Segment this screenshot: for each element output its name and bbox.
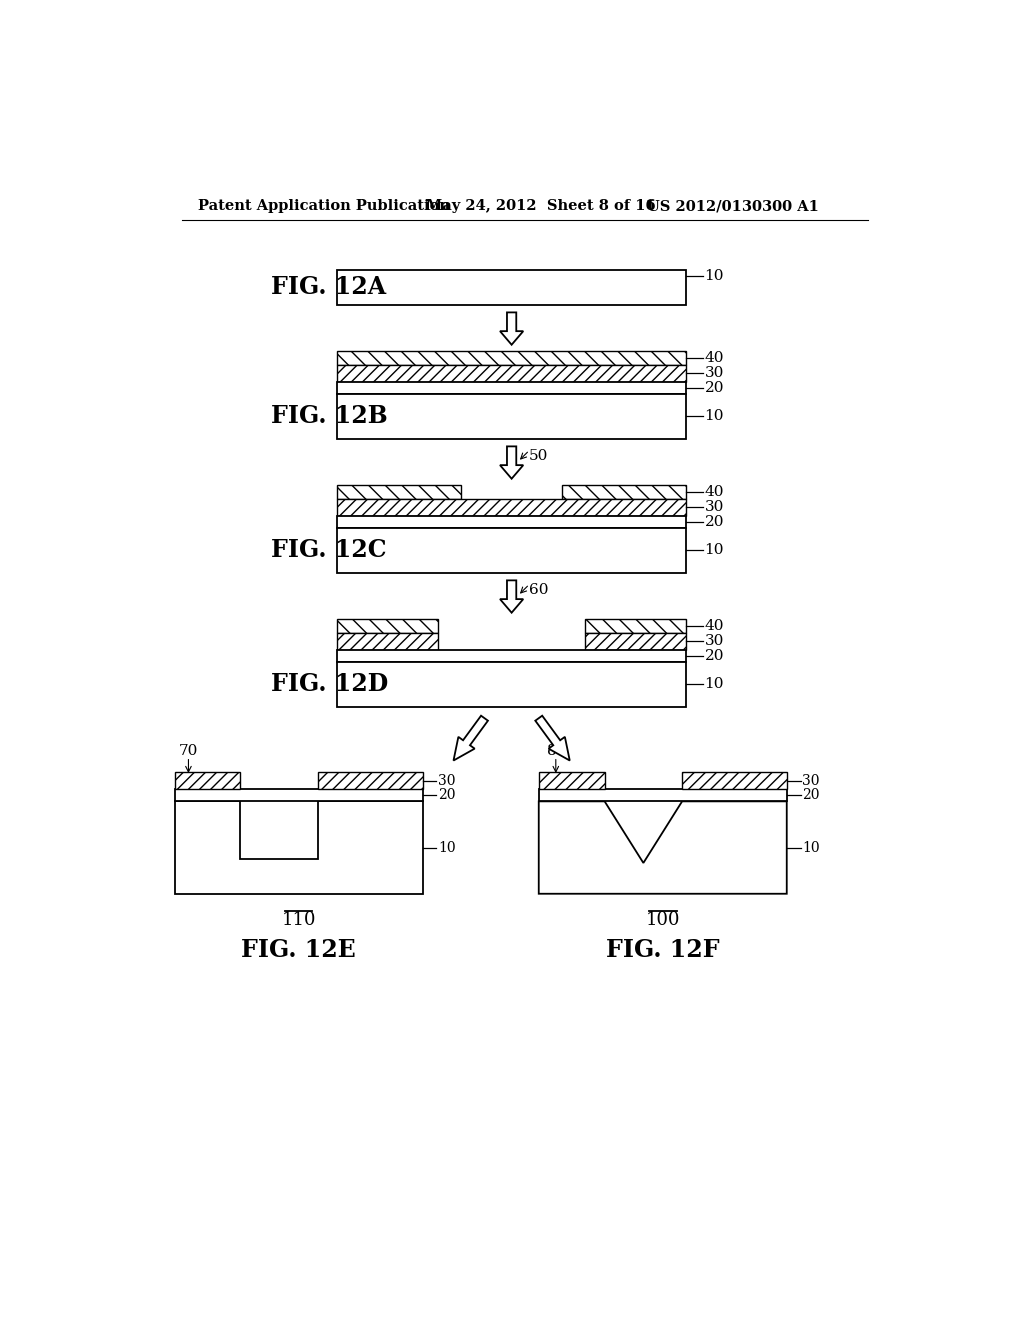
Text: 20: 20 bbox=[802, 788, 820, 803]
Text: 60: 60 bbox=[528, 583, 548, 598]
Bar bbox=[682, 772, 786, 789]
Text: Patent Application Publication: Patent Application Publication bbox=[198, 199, 450, 213]
Text: 20: 20 bbox=[705, 381, 724, 395]
Bar bbox=[539, 772, 604, 789]
Bar bbox=[337, 484, 461, 499]
Text: 100: 100 bbox=[645, 911, 680, 929]
Text: FIG. 12B: FIG. 12B bbox=[271, 404, 388, 429]
Text: 10: 10 bbox=[802, 841, 820, 854]
Bar bbox=[337, 619, 438, 632]
Polygon shape bbox=[174, 801, 423, 894]
Bar bbox=[337, 271, 686, 305]
Polygon shape bbox=[500, 313, 523, 345]
Bar bbox=[337, 528, 686, 573]
Text: 110: 110 bbox=[282, 911, 315, 929]
Text: FIG. 12A: FIG. 12A bbox=[271, 276, 386, 300]
Text: 30: 30 bbox=[438, 774, 456, 788]
Bar bbox=[337, 381, 686, 395]
Bar bbox=[539, 789, 786, 801]
Text: 40: 40 bbox=[705, 484, 724, 499]
Polygon shape bbox=[500, 581, 523, 612]
Bar bbox=[317, 772, 423, 789]
Polygon shape bbox=[539, 801, 786, 894]
Text: 20: 20 bbox=[438, 788, 456, 803]
Text: May 24, 2012  Sheet 8 of 16: May 24, 2012 Sheet 8 of 16 bbox=[426, 199, 656, 213]
Text: 30: 30 bbox=[705, 634, 724, 648]
Bar bbox=[337, 632, 438, 649]
Bar bbox=[337, 364, 686, 381]
Text: 70: 70 bbox=[178, 743, 198, 758]
Bar bbox=[337, 663, 686, 706]
Text: 10: 10 bbox=[705, 409, 724, 424]
Text: 10: 10 bbox=[705, 269, 724, 284]
Bar bbox=[586, 632, 686, 649]
Bar bbox=[562, 484, 686, 499]
Text: 40: 40 bbox=[705, 351, 724, 364]
Text: 40: 40 bbox=[705, 619, 724, 632]
Polygon shape bbox=[454, 715, 488, 760]
Bar bbox=[337, 649, 686, 663]
Text: 30: 30 bbox=[705, 500, 724, 515]
Text: 50: 50 bbox=[528, 449, 548, 463]
Text: 10: 10 bbox=[438, 841, 456, 854]
Text: FIG. 12F: FIG. 12F bbox=[606, 939, 720, 962]
Polygon shape bbox=[536, 715, 569, 760]
Text: FIG. 12C: FIG. 12C bbox=[271, 539, 387, 562]
Bar bbox=[174, 789, 423, 801]
Bar bbox=[337, 499, 686, 516]
Bar bbox=[174, 772, 241, 789]
Bar bbox=[337, 516, 686, 528]
Bar bbox=[337, 395, 686, 438]
Text: FIG. 12E: FIG. 12E bbox=[241, 939, 356, 962]
Text: 30: 30 bbox=[802, 774, 820, 788]
Polygon shape bbox=[500, 446, 523, 479]
Text: 30: 30 bbox=[705, 366, 724, 380]
Text: 20: 20 bbox=[705, 515, 724, 529]
Bar bbox=[586, 619, 686, 632]
Text: FIG. 12D: FIG. 12D bbox=[271, 672, 389, 697]
Bar bbox=[337, 351, 686, 364]
Text: US 2012/0130300 A1: US 2012/0130300 A1 bbox=[647, 199, 819, 213]
Text: 20: 20 bbox=[705, 649, 724, 663]
Text: 10: 10 bbox=[705, 677, 724, 692]
Text: 80: 80 bbox=[547, 743, 566, 758]
Text: 10: 10 bbox=[705, 544, 724, 557]
